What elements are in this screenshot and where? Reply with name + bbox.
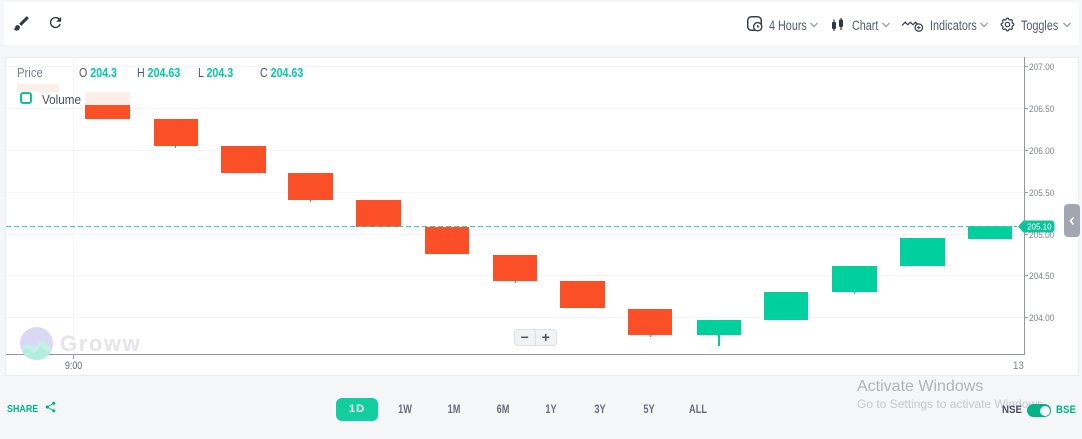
svg-text:205.10: 205.10	[1027, 223, 1052, 232]
